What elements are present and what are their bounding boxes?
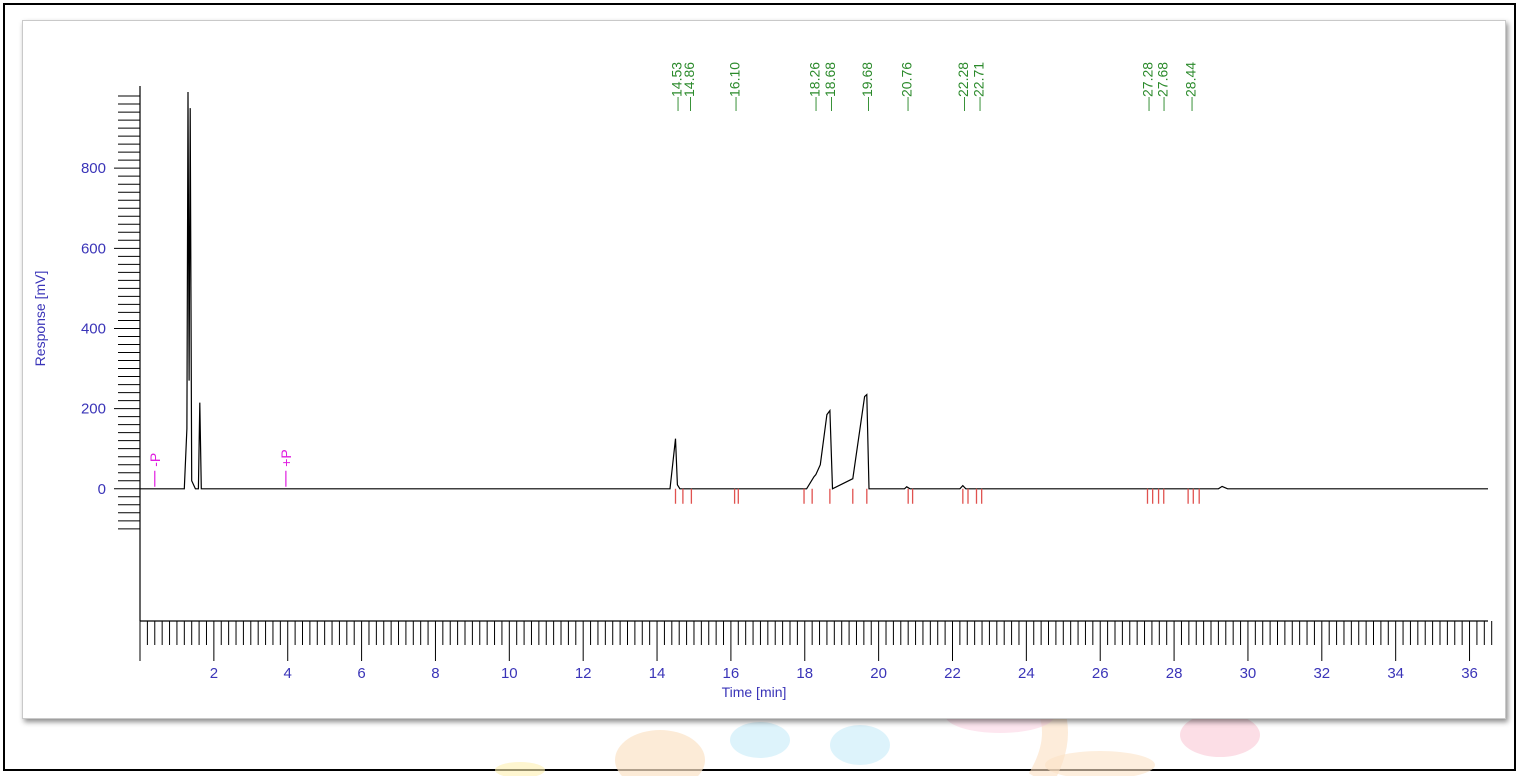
y-tick-label: 400	[81, 320, 106, 337]
event-markers: -P +P	[147, 449, 294, 487]
x-tick-label: 10	[501, 665, 518, 682]
y-tick-label: 800	[81, 160, 106, 177]
event-marker-label: -P	[147, 453, 163, 467]
signal-trace	[140, 91, 1488, 490]
event-marker-label: +P	[278, 449, 294, 467]
y-tick-label: 0	[98, 481, 106, 498]
peak-retention-labels: —14.53—14.86 —16.10 —18.26 —18.68 —19.68 —20.…	[669, 62, 1199, 111]
peak-label: —28.44	[1182, 62, 1198, 111]
peak-label: —14.53	[669, 62, 685, 111]
x-tick-label: 14	[649, 665, 666, 682]
chromatogram-panel: 0 200 400 600 800 2 4 6 8 10 12 14 16 18 20 22 24 26 28 30…	[22, 20, 1506, 719]
peak-label: —18.68	[822, 62, 838, 111]
x-tick-label: 32	[1313, 665, 1330, 682]
trace-line	[140, 91, 1488, 490]
peak-label: —20.76	[899, 62, 915, 111]
x-tick-label: 2	[210, 665, 218, 682]
peak-label: —22.71	[971, 62, 987, 111]
x-tick-label: 6	[357, 665, 365, 682]
peak-label: —22.28	[955, 62, 971, 111]
peak-label: —19.68	[859, 62, 875, 111]
x-axis-title: Time [min]	[722, 684, 787, 700]
x-tick-label: 18	[796, 665, 813, 682]
x-tick-label: 4	[284, 665, 292, 682]
y-tick-label: 200	[81, 401, 106, 418]
x-tick-label: 22	[944, 665, 961, 682]
x-tick-label: 20	[870, 665, 887, 682]
x-tick-label: 30	[1240, 665, 1257, 682]
peak-label: —14.86	[681, 62, 697, 111]
y-axis: 0 200 400 600 800	[81, 86, 141, 621]
x-tick-label: 24	[1018, 665, 1035, 682]
peak-label: —18.26	[806, 62, 822, 111]
x-tick-label: 34	[1387, 665, 1404, 682]
x-tick-label: 36	[1461, 665, 1478, 682]
x-tick-label: 28	[1166, 665, 1183, 682]
x-tick-label: 8	[431, 665, 439, 682]
peak-label: —27.68	[1154, 62, 1170, 111]
x-tick-label: 26	[1092, 665, 1109, 682]
x-tick-label: 16	[723, 665, 740, 682]
integration-marks	[674, 488, 1200, 504]
peak-label: —16.10	[727, 62, 743, 111]
y-axis-title: Response [mV]	[32, 271, 48, 367]
x-tick-label: 12	[575, 665, 592, 682]
x-axis: 2 4 6 8 10 12 14 16 18 20 22 24 26 28 30 32 34 36	[139, 620, 1493, 682]
peak-label: —27.28	[1139, 62, 1155, 111]
y-tick-label: 600	[81, 240, 106, 257]
